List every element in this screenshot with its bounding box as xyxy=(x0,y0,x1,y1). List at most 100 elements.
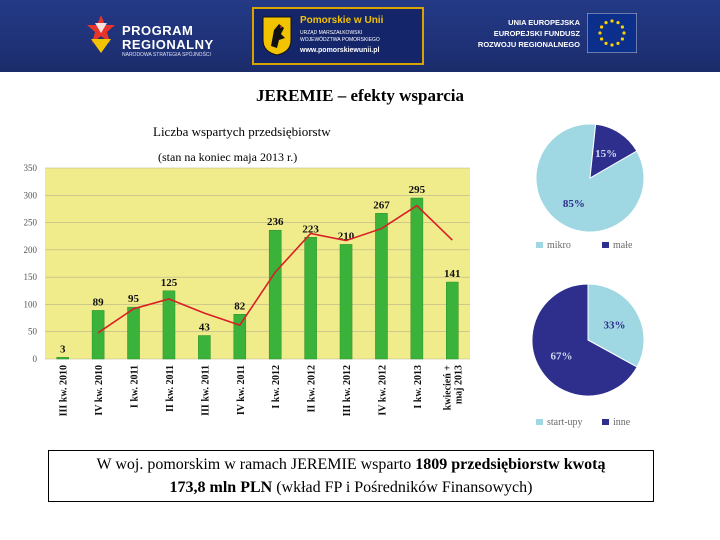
x-tick-label: IV kw. 2010 xyxy=(94,365,105,416)
legend-swatch xyxy=(536,419,543,425)
chart-subtitle-date: (stan na koniec maja 2013 r.) xyxy=(158,150,298,164)
bar xyxy=(233,314,247,360)
pie-value-label: 33% xyxy=(604,319,626,331)
pomorskie-line2: WOJEWÓDZTWA POMORSKIEGO xyxy=(300,37,380,43)
pie-value-label: 67% xyxy=(550,351,572,363)
legend-swatch xyxy=(602,242,609,248)
data-label: 267 xyxy=(373,199,390,211)
pie-chart-firm-size: 85% 15% mikro małe xyxy=(535,123,645,251)
eu-star xyxy=(600,25,604,29)
header-banner: PROGRAM REGIONALNY NARODOWA STRATEGIA SP… xyxy=(0,0,720,72)
slide-title: JEREMIE – efekty wsparcia xyxy=(256,86,464,105)
legend-label: start-upy xyxy=(547,417,583,428)
program-regionalny-logo-icon xyxy=(87,15,115,53)
data-label: 43 xyxy=(199,322,211,334)
legend-swatch xyxy=(602,419,609,425)
pie-value-label: 85% xyxy=(563,198,585,210)
x-tick-label: IV kw. 2012 xyxy=(377,365,388,416)
summary-text: W woj. pomorskim w ramach JEREMIE wspart… xyxy=(96,456,416,473)
data-label: 3 xyxy=(60,343,66,355)
x-tick-label: I kw. 2013 xyxy=(413,365,424,409)
x-tick-label: kwiecień + xyxy=(442,365,453,411)
pomorskie-url: www.pomorskiewunii.pl xyxy=(300,47,380,54)
y-tick-label: 350 xyxy=(24,163,38,173)
eu-star xyxy=(604,21,608,25)
data-label: 295 xyxy=(409,184,426,196)
data-label: 223 xyxy=(302,223,319,235)
legend-label: mikro xyxy=(547,240,571,251)
bar xyxy=(446,281,459,360)
y-tick-label: 50 xyxy=(28,327,38,337)
pie-slice xyxy=(589,123,638,179)
legend-label: małe xyxy=(613,240,633,251)
data-label: 125 xyxy=(161,277,178,289)
data-label: 236 xyxy=(267,216,284,228)
x-tick-label: IV kw. 2011 xyxy=(236,365,247,415)
legend-label: inne xyxy=(613,417,631,428)
pomorskie-logo: Pomorskie w Unii URZĄD MARSZAŁKOWSKI WOJ… xyxy=(252,7,424,65)
eu-line3: ROZWOJU REGIONALNEGO xyxy=(477,40,580,49)
eu-star xyxy=(610,43,614,47)
eu-flag-icon xyxy=(587,13,637,53)
pie-chart-startups: 33% 67% start-upy inne xyxy=(532,283,645,428)
bar xyxy=(339,244,353,360)
eu-star xyxy=(622,31,626,35)
y-tick-label: 150 xyxy=(24,272,38,282)
pomorskie-line1: URZĄD MARSZAŁKOWSKI xyxy=(300,30,363,36)
data-label: 95 xyxy=(128,293,140,305)
bar xyxy=(56,357,69,360)
griffin-crest-icon xyxy=(262,16,292,56)
summary-box: W woj. pomorskim w ramach JEREMIE wspart… xyxy=(48,450,654,502)
x-tick-label: II kw. 2012 xyxy=(307,365,318,413)
x-tick-label: III kw. 2011 xyxy=(200,365,211,416)
y-tick-label: 100 xyxy=(24,299,38,309)
plot-area xyxy=(45,168,470,359)
eu-star xyxy=(616,41,620,45)
x-tick-label: I kw. 2011 xyxy=(130,365,141,408)
eu-star xyxy=(616,21,620,25)
eu-line2: EUROPEJSKI FUNDUSZ xyxy=(493,29,580,38)
data-label: 89 xyxy=(93,296,105,308)
pie-value-label: 15% xyxy=(595,148,617,160)
data-label: 141 xyxy=(444,268,461,280)
x-tick-label: II kw. 2011 xyxy=(165,365,176,412)
eu-line1: UNIA EUROPEJSKA xyxy=(508,18,580,27)
eu-star xyxy=(620,37,624,41)
program-regionalny-line1: PROGRAM xyxy=(122,23,194,38)
pie-slice xyxy=(532,283,638,397)
eu-fund-text: UNIA EUROPEJSKA EUROPEJSKI FUNDUSZ ROZWO… xyxy=(478,17,580,50)
pomorskie-title: Pomorskie w Unii xyxy=(300,15,384,26)
x-tick-label: III kw. 2010 xyxy=(59,365,70,416)
y-tick-label: 300 xyxy=(24,190,38,200)
bar xyxy=(410,197,424,360)
eu-star xyxy=(620,25,624,29)
chart-subtitle: Liczba wspartych przedsiębiorstw xyxy=(153,124,331,139)
x-tick-label: I kw. 2012 xyxy=(271,365,282,409)
bar xyxy=(198,335,211,360)
bar xyxy=(127,306,140,360)
eu-star xyxy=(610,19,614,23)
x-tick-label: maj 2013 xyxy=(453,365,464,404)
summary-amount: 173,8 mln PLN xyxy=(169,479,273,496)
summary-note: (wkład FP i Pośredników Finansowych) xyxy=(272,479,533,496)
pie-slice xyxy=(587,283,645,368)
bar xyxy=(91,310,105,360)
x-tick-label: III kw. 2012 xyxy=(342,365,353,416)
bar xyxy=(304,237,317,360)
bar xyxy=(268,229,282,360)
program-regionalny-line2: REGIONALNY xyxy=(122,37,214,52)
y-tick-label: 0 xyxy=(33,354,38,364)
y-tick-label: 200 xyxy=(24,245,38,255)
y-tick-label: 250 xyxy=(24,218,38,228)
bar xyxy=(162,290,176,360)
legend-swatch xyxy=(536,242,543,248)
eu-star xyxy=(600,37,604,41)
trend-line xyxy=(97,204,453,334)
bar xyxy=(375,213,388,360)
summary-count: 1809 przedsiębiorstw kwotą xyxy=(415,456,606,473)
data-label: 82 xyxy=(234,300,246,312)
program-regionalny-subtitle: NARODOWA STRATEGIA SPÓJNOŚCI xyxy=(122,52,211,58)
eu-star xyxy=(598,31,602,35)
bar-chart: 0 50 100 150 200 250 300 350 3 89 95 125 43 82 236 223 2… xyxy=(24,163,470,416)
eu-star xyxy=(604,41,608,45)
